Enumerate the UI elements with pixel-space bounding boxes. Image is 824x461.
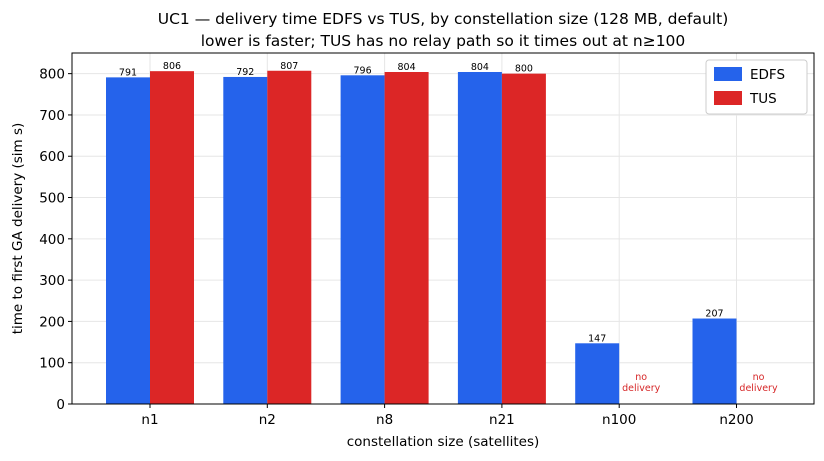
x-axis: n1 n2 n8 n21 n100 n200	[141, 404, 754, 428]
x-axis-label: constellation size (satellites)	[347, 434, 540, 450]
bar-edfs	[223, 76, 268, 404]
plot-frame	[71, 52, 815, 405]
y-tick-label: 300	[39, 273, 65, 289]
chart-title: UC1 — delivery time EDFS vs TUS, by cons…	[158, 10, 729, 28]
value-label-edfs: 796	[354, 65, 372, 76]
y-axis-label: time to first GA delivery (sim s)	[10, 123, 26, 335]
value-label-edfs: 147	[588, 333, 606, 344]
bar-edfs	[106, 77, 150, 405]
y-tick-label: 500	[39, 191, 65, 207]
x-tick-label: n200	[719, 412, 753, 428]
value-label-tus: 807	[280, 61, 298, 72]
chart-subtitle: lower is faster; TUS has no relay path s…	[201, 32, 686, 50]
bar-edfs	[340, 75, 385, 404]
value-label-edfs: 207	[705, 309, 723, 320]
y-tick-label: 800	[39, 67, 65, 83]
no-delivery-label: no delivery	[622, 372, 661, 394]
y-axis: 0 100 200 300 400 500 600 700 800	[39, 67, 72, 413]
legend-swatch-edfs	[714, 67, 742, 81]
value-label-edfs: 804	[471, 62, 489, 73]
bar-tus	[267, 70, 312, 404]
value-label-tus: 806	[163, 61, 181, 72]
x-tick-label: n100	[602, 412, 636, 428]
y-tick-label: 100	[39, 356, 65, 372]
no-delivery-label: no delivery	[739, 372, 778, 394]
y-tick-label: 200	[39, 314, 65, 330]
bars	[106, 70, 737, 405]
y-tick-label: 400	[39, 232, 65, 248]
y-tick-label: 700	[39, 108, 65, 124]
bar-tus	[150, 71, 194, 405]
x-tick-label: n1	[141, 412, 158, 428]
legend: EDFS TUS	[705, 59, 808, 115]
x-tick-label: n21	[489, 412, 515, 428]
bar-tus	[501, 73, 546, 404]
value-label-edfs: 791	[119, 67, 137, 78]
legend-swatch-tus	[714, 91, 742, 105]
bar-tus	[384, 71, 429, 404]
y-tick-label: 0	[56, 397, 65, 413]
bar-edfs	[457, 71, 502, 404]
y-tick-label: 600	[39, 149, 65, 165]
value-label-edfs: 792	[236, 67, 254, 78]
bar-edfs	[575, 343, 620, 404]
value-label-tus: 800	[515, 64, 533, 75]
value-label-tus: 804	[398, 62, 416, 73]
x-tick-label: n2	[259, 412, 276, 428]
legend-label-tus: TUS	[749, 91, 777, 107]
legend-label-edfs: EDFS	[750, 67, 785, 83]
value-labels: 791 792 796 804 147 207 806 807 804 800 no delivery…	[119, 61, 778, 394]
bar-edfs	[692, 318, 737, 404]
x-tick-label: n8	[376, 412, 393, 428]
